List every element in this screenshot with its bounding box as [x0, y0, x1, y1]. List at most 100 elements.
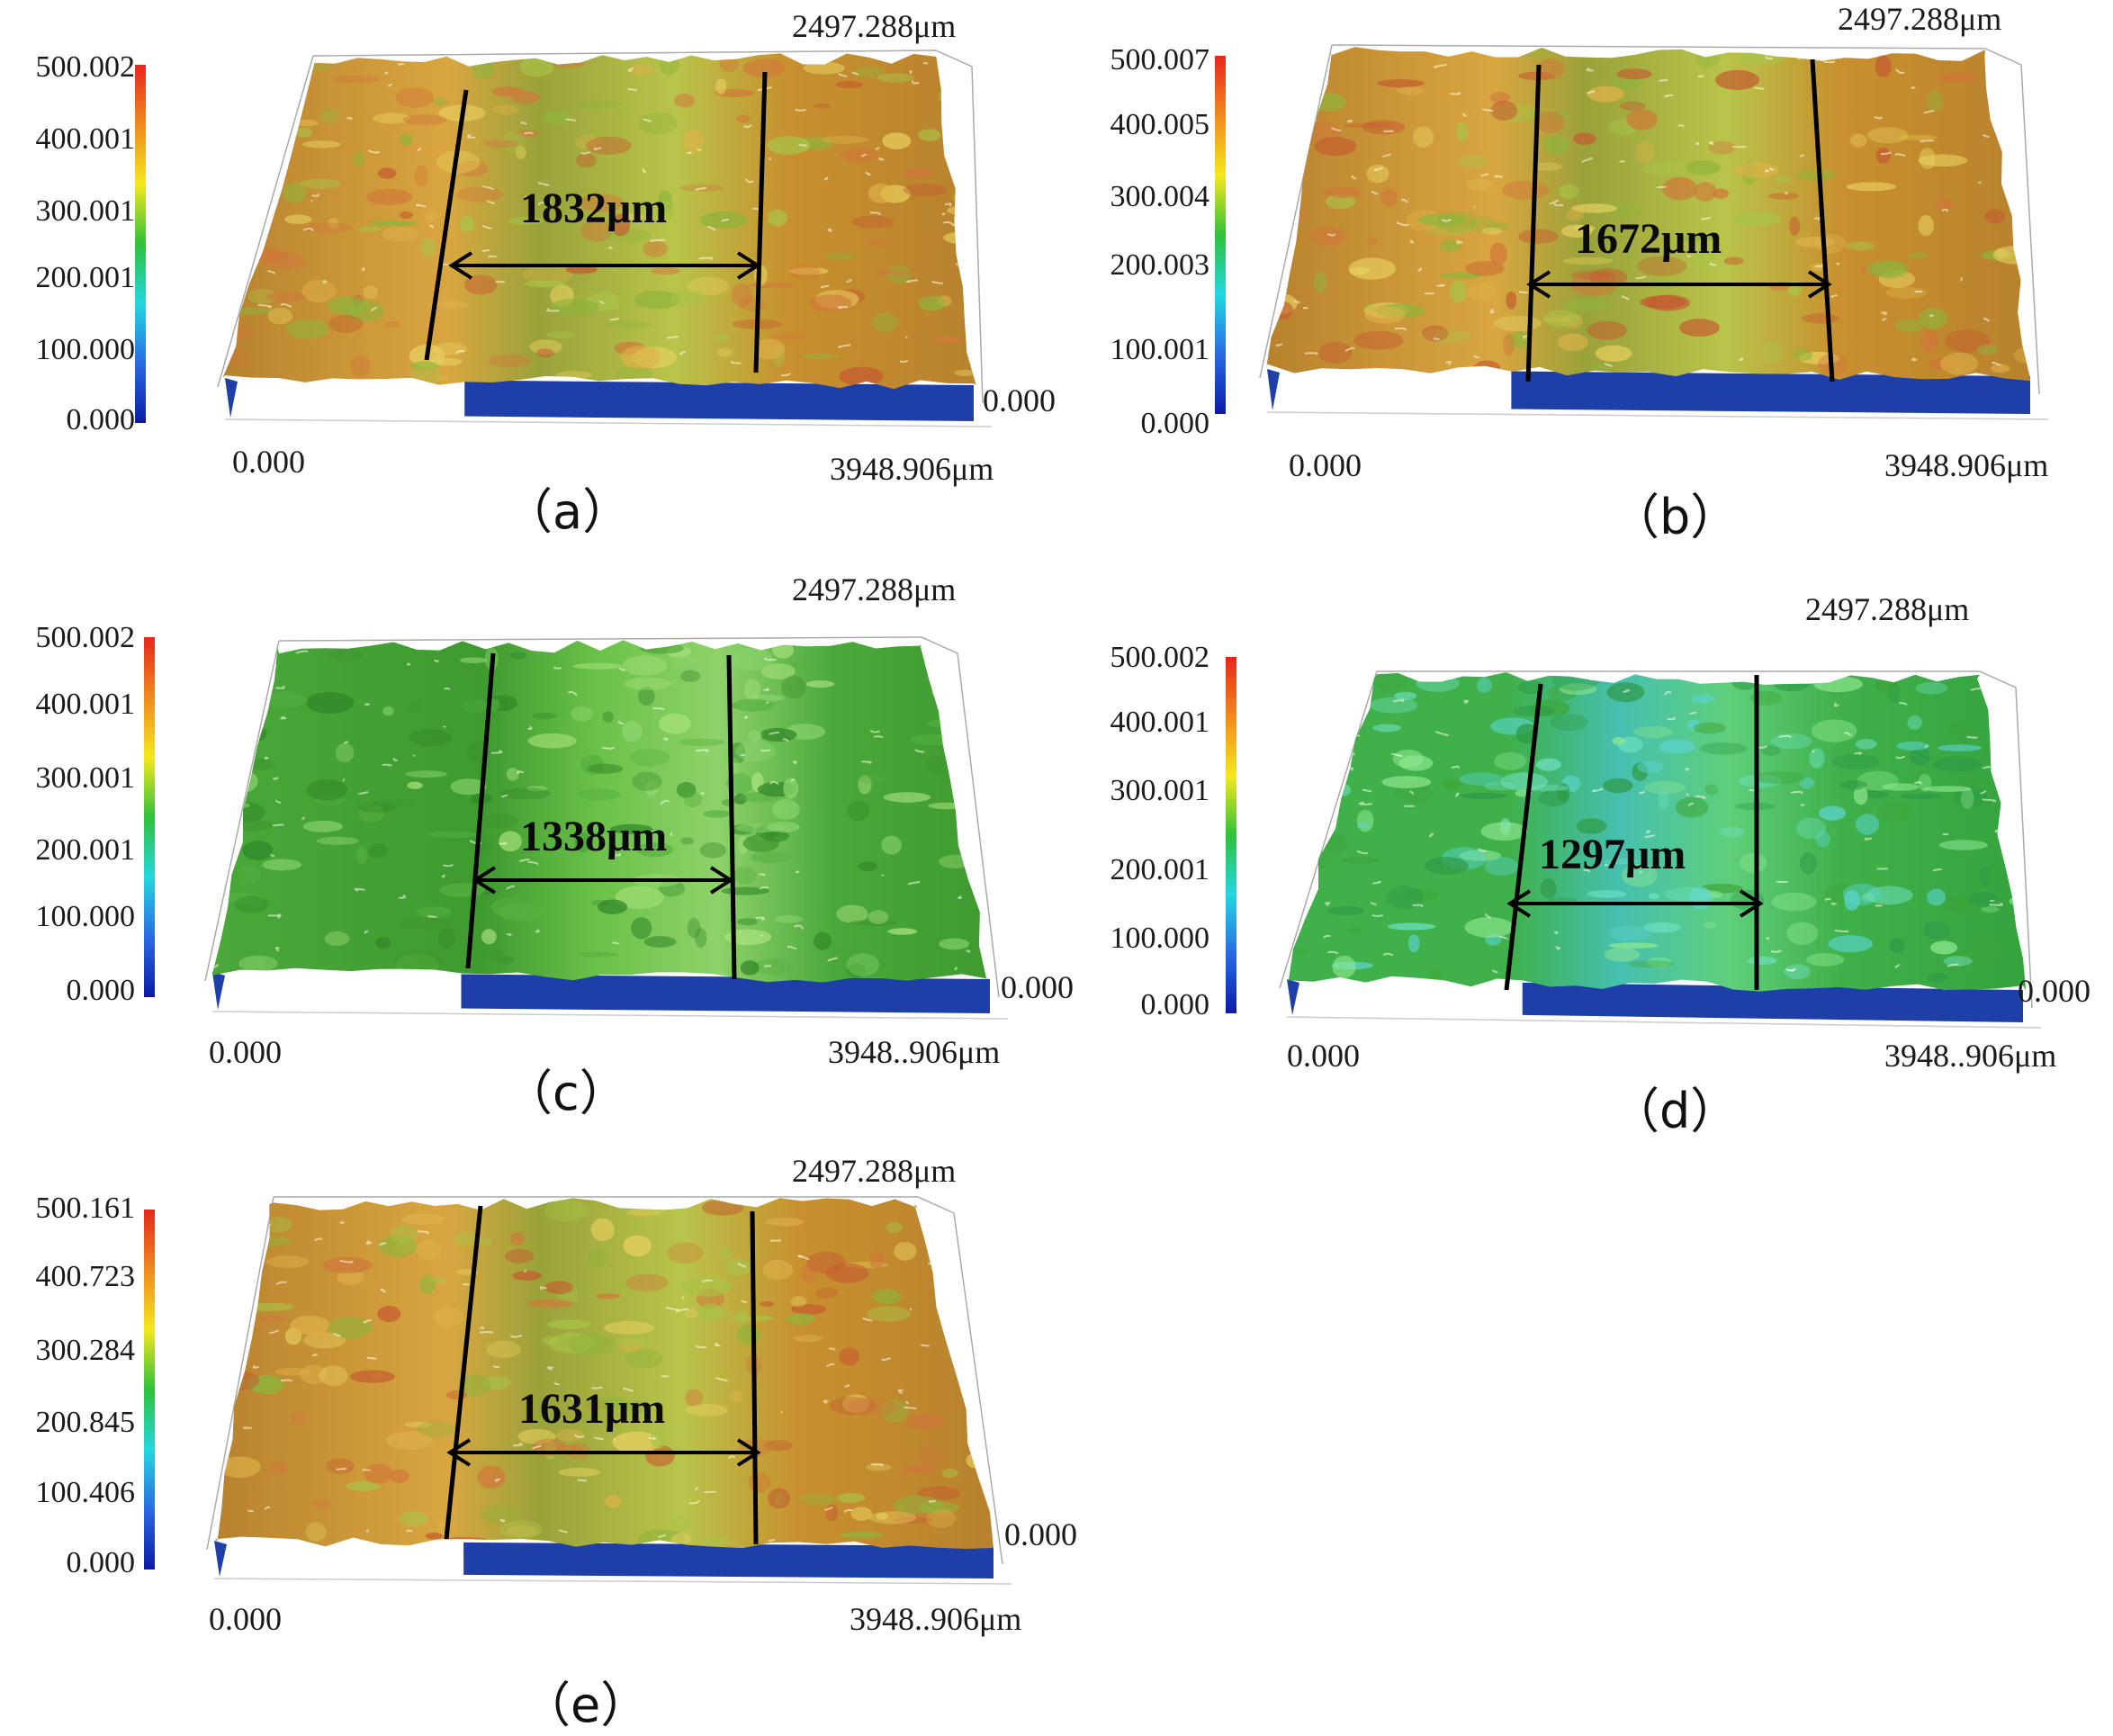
surface-blotch	[262, 859, 301, 870]
surface-blotch	[536, 348, 553, 357]
panel-caption: （e）	[522, 1665, 649, 1736]
surface-blotch	[270, 96, 296, 118]
surface-blotch	[877, 73, 913, 82]
colorbar-tick: 400.723	[0, 1260, 135, 1294]
surface-highlight	[1307, 801, 1316, 803]
surface-highlight	[796, 871, 800, 872]
surface-blotch	[499, 1520, 542, 1539]
surface-blotch	[839, 1347, 859, 1365]
surface-blotch	[1286, 742, 1313, 762]
surface-blotch	[301, 280, 336, 302]
surface-blotch	[888, 928, 918, 935]
surface-blotch	[542, 111, 572, 123]
surface-blotch	[325, 931, 349, 946]
surface-blotch	[391, 1225, 418, 1244]
surface-blotch	[576, 153, 597, 167]
surface-blotch	[1977, 345, 1998, 355]
surface-blotch	[415, 166, 428, 187]
surface-blotch	[587, 764, 623, 774]
surface-blotch	[310, 1500, 333, 1507]
surface-blotch	[1866, 261, 1905, 276]
surface-blotch	[1972, 944, 2010, 956]
surface-highlight	[992, 1377, 996, 1379]
surface-blotch	[620, 346, 660, 369]
surface-blotch	[395, 954, 439, 976]
surface-blotch	[1829, 935, 1873, 952]
surface-blotch	[826, 1264, 869, 1283]
surface-blotch	[2002, 790, 2027, 810]
surface-highlight	[608, 247, 612, 248]
surface-blotch	[1604, 948, 1640, 962]
surface-blotch	[1773, 176, 1791, 183]
surface-highlight	[525, 1271, 526, 1272]
surface-blotch	[270, 103, 286, 114]
surface-highlight	[922, 1345, 930, 1346]
surface-blotch	[685, 1390, 703, 1408]
surface-highlight	[292, 68, 302, 69]
surface-blotch	[737, 918, 758, 925]
surface-blotch	[1740, 853, 1767, 874]
surface-blotch	[1259, 947, 1308, 957]
surface-blotch	[763, 1260, 793, 1281]
surface-blotch	[950, 1244, 980, 1266]
surface-blotch	[231, 1200, 255, 1218]
surface-blotch	[327, 297, 367, 315]
surface-blotch	[1939, 840, 1988, 850]
surface-blotch	[781, 676, 806, 699]
surface-blotch	[774, 915, 803, 923]
x-min-label: 0.000	[1287, 1037, 1360, 1075]
colorbar-tick: 200.845	[0, 1406, 135, 1440]
surface-blotch	[794, 1335, 824, 1342]
surface-blotch	[849, 1398, 898, 1417]
surface-blotch	[526, 1300, 574, 1308]
surface-blotch	[1587, 86, 1624, 103]
surface-blotch	[919, 296, 946, 311]
surface-blotch	[1642, 161, 1690, 175]
surface-blotch	[1394, 692, 1416, 700]
surface-blotch	[350, 1370, 395, 1382]
y-max-label: 2497.288μm	[1838, 0, 2001, 38]
surface-blotch	[1930, 941, 1957, 955]
surface-blotch	[906, 1414, 945, 1430]
surface-blotch	[446, 1390, 467, 1399]
surface-blotch	[1812, 719, 1857, 742]
surface-highlight	[367, 1530, 368, 1532]
surface-blotch	[1867, 127, 1909, 143]
surface-blotch	[1847, 182, 1897, 191]
surface-blotch	[1372, 724, 1401, 733]
surface-blotch	[550, 60, 585, 67]
surface-blotch	[1388, 923, 1435, 931]
surface-highlight	[930, 1501, 936, 1502]
surface-blotch	[2022, 135, 2055, 148]
surface-blotch	[353, 150, 364, 166]
surface-blotch	[1694, 182, 1717, 202]
surface-blotch	[420, 238, 436, 256]
surface-blotch	[695, 928, 707, 948]
surface-blotch	[1846, 242, 1875, 251]
surface-blotch	[737, 1324, 760, 1345]
surface-blotch	[576, 789, 621, 801]
surface-blotch	[718, 1247, 730, 1261]
surface-blotch	[894, 1496, 943, 1515]
surface-blotch	[1908, 252, 1929, 258]
surface-blotch	[225, 699, 259, 716]
surface-blotch	[1994, 248, 2009, 258]
surface-blotch	[457, 186, 503, 202]
surface-blotch	[1935, 200, 1954, 210]
surface-blotch	[674, 94, 695, 107]
surface-blotch	[868, 910, 889, 924]
surface-blotch	[622, 721, 642, 742]
surface-blotch	[576, 952, 618, 958]
measurement-label: 1832μm	[520, 184, 667, 233]
colorbar-tick: 500.007	[1074, 43, 1209, 77]
colorbar-tick: 300.004	[1074, 180, 1209, 214]
surface-highlight	[496, 282, 505, 283]
surface-blotch	[400, 134, 412, 146]
colorbar	[135, 65, 146, 423]
surface-blotch	[1720, 827, 1744, 837]
surface-blotch	[1541, 878, 1557, 898]
surface-blotch	[1635, 141, 1655, 164]
surface-blotch	[319, 1365, 348, 1386]
surface-highlight	[213, 1315, 219, 1317]
surface-blotch	[1796, 169, 1836, 181]
